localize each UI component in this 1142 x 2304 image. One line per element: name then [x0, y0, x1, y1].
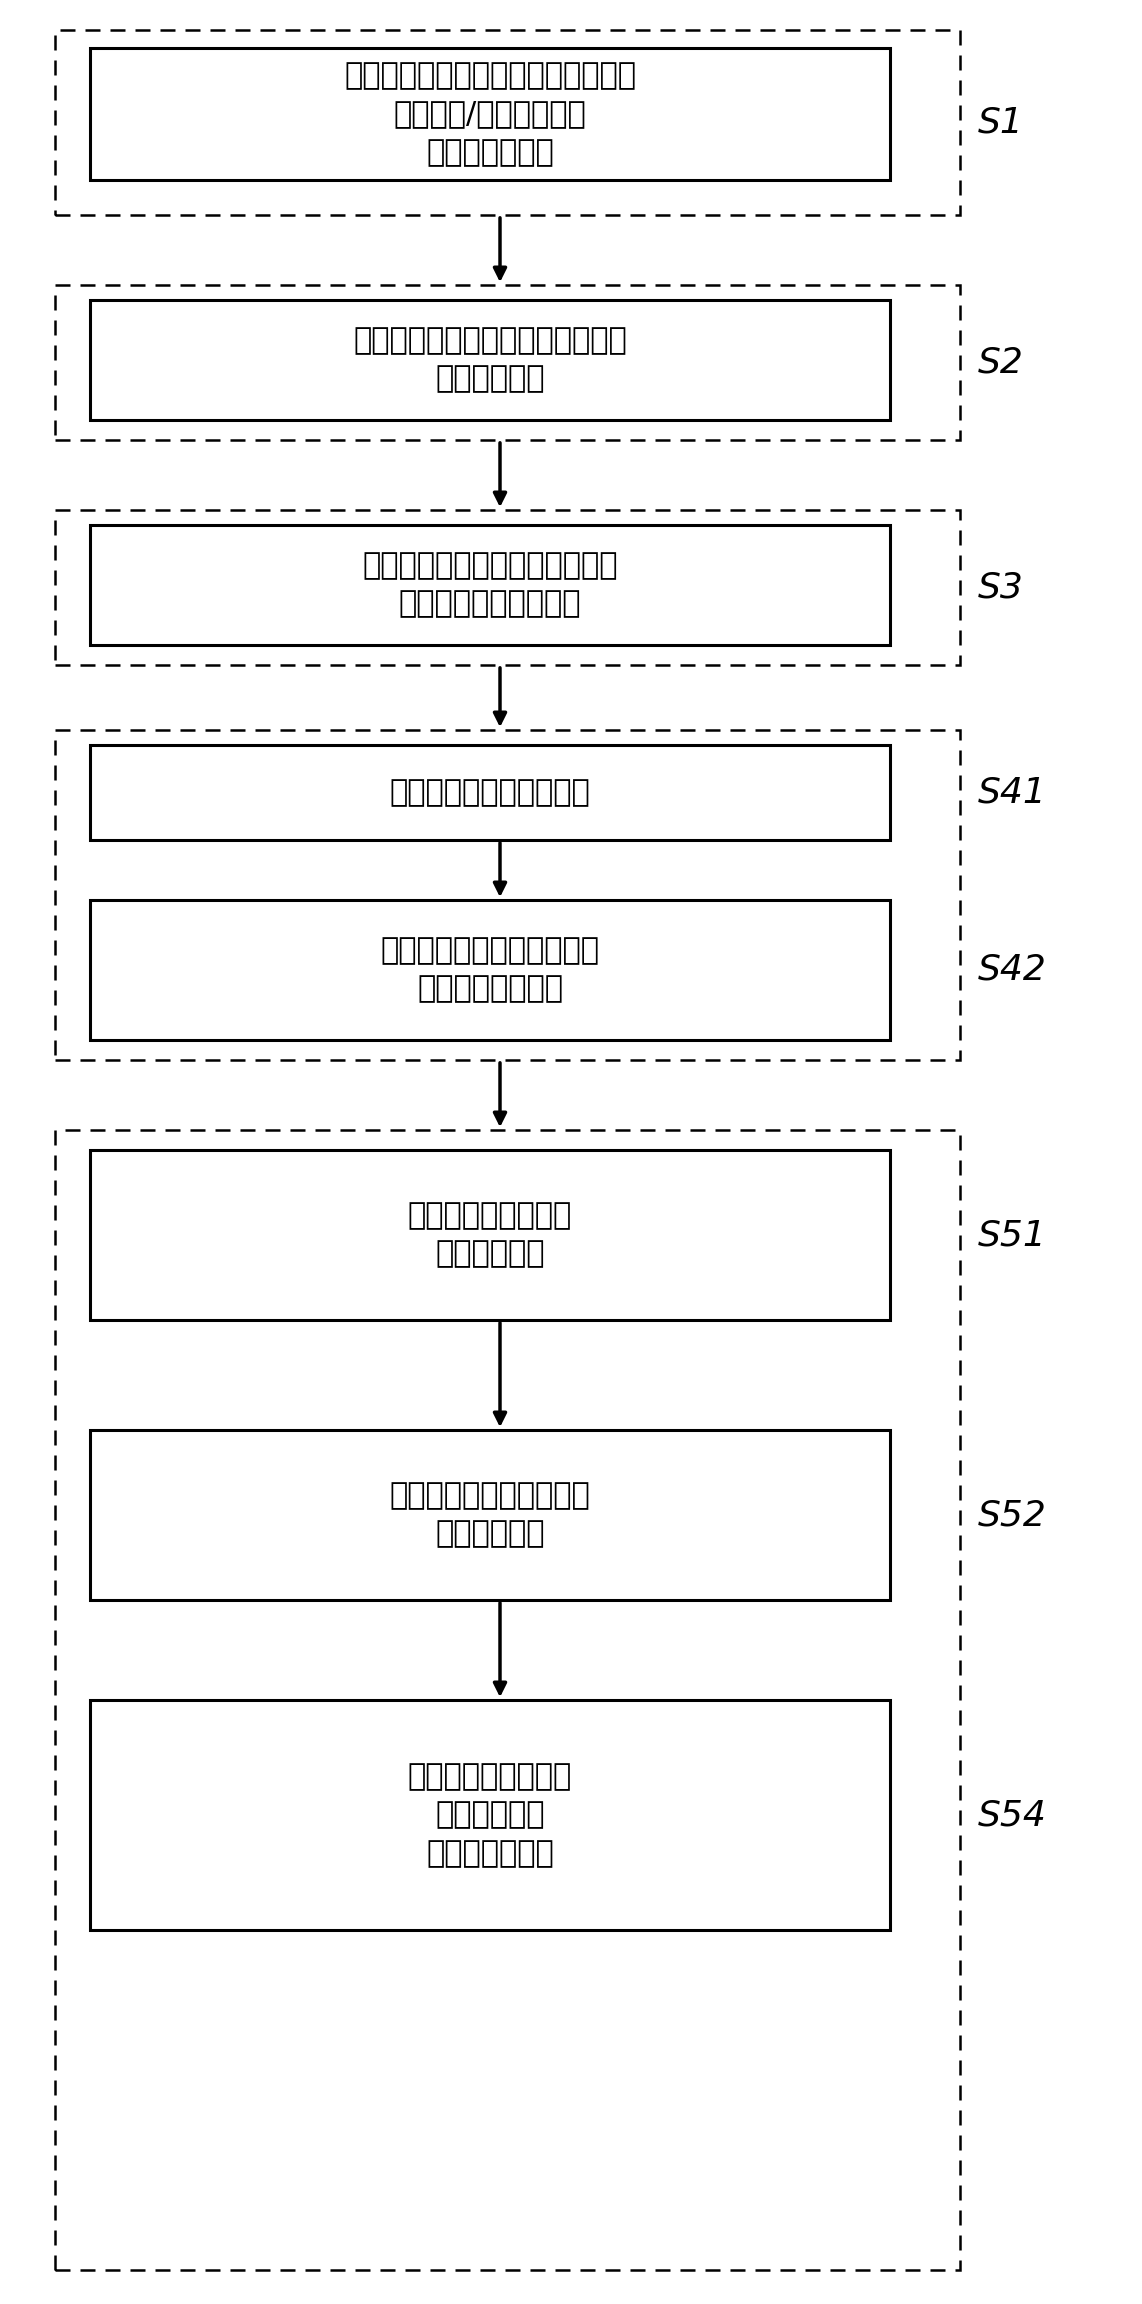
Bar: [90, 1700, 890, 1931]
Bar: [90, 901, 890, 1039]
Text: 实时监测与分析联络线功率变化，
识别功率突变: 实时监测与分析联络线功率变化， 识别功率突变: [353, 327, 627, 394]
Text: 联络线功率稳态越限
控制策略计算: 联络线功率稳态越限 控制策略计算: [408, 1200, 572, 1270]
Text: S42: S42: [978, 954, 1047, 986]
Bar: [55, 1129, 960, 2269]
Bar: [55, 286, 960, 440]
Bar: [90, 300, 890, 419]
Bar: [90, 525, 890, 645]
Text: S52: S52: [978, 1498, 1047, 1532]
Text: 获取联络线功率越限控制目标信息，
包括上网/下网功率限值
和允许越限时间: 获取联络线功率越限控制目标信息， 包括上网/下网功率限值 和允许越限时间: [344, 62, 636, 166]
Bar: [55, 30, 960, 214]
Text: 联络线功率稳态越限评估: 联络线功率稳态越限评估: [389, 779, 590, 806]
Text: 联络线功率控制策略
反向越限校核
与控制策略调整: 联络线功率控制策略 反向越限校核 与控制策略调整: [408, 1763, 572, 1869]
Text: S3: S3: [978, 571, 1024, 604]
Text: 联络线功率动态曲线实时预测，
包括稳态值和波动分量: 联络线功率动态曲线实时预测， 包括稳态值和波动分量: [362, 551, 618, 617]
Text: S54: S54: [978, 1797, 1047, 1832]
Bar: [55, 730, 960, 1060]
Text: 联络线功率波动峰值越限
控制策略计算: 联络线功率波动峰值越限 控制策略计算: [389, 1481, 590, 1548]
Text: S41: S41: [978, 776, 1047, 809]
Text: S51: S51: [978, 1219, 1047, 1251]
Bar: [90, 744, 890, 841]
Text: 预测联络线功率波动情况，
波动峰值越限评估: 预测联络线功率波动情况， 波动峰值越限评估: [380, 935, 600, 1005]
Bar: [55, 509, 960, 666]
Bar: [90, 1431, 890, 1599]
Text: S1: S1: [978, 106, 1024, 141]
Bar: [90, 48, 890, 180]
Bar: [90, 1150, 890, 1320]
Text: S2: S2: [978, 346, 1024, 380]
